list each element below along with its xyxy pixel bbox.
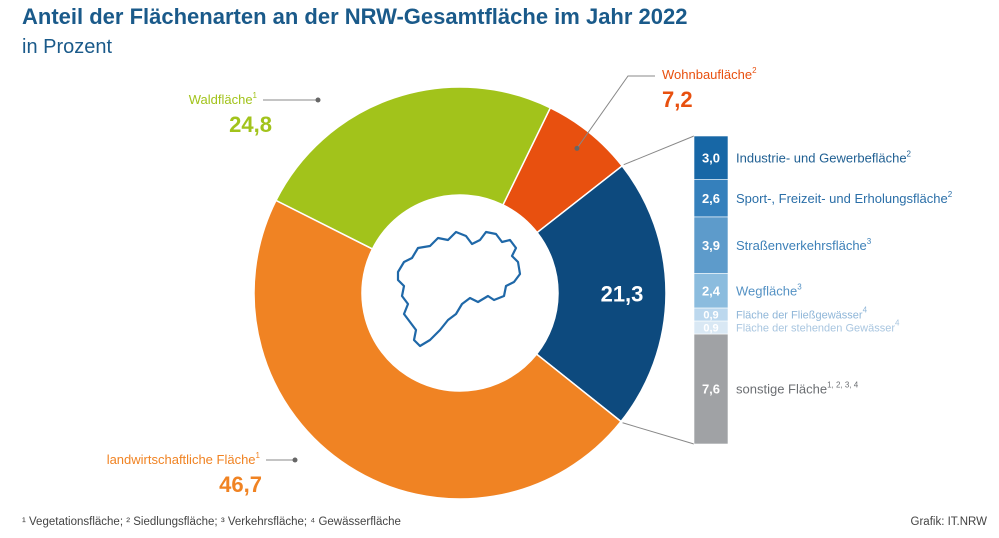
leader-dot-wohnbauflaeche (574, 145, 580, 151)
label-waldflaeche: Waldfläche1 (189, 91, 258, 107)
nrw-map-outline (396, 230, 522, 348)
value-blue-slice: 21,3 (601, 282, 644, 307)
leader-dot-waldflaeche (315, 97, 321, 103)
breakdown-value-1: 2,6 (702, 191, 720, 206)
value-landwirtschaft: 46,7 (219, 472, 262, 497)
breakdown-label-5: Fläche der stehenden Gewässer4 (736, 319, 900, 335)
chart-subtitle: in Prozent (22, 36, 113, 58)
breakdown-segment-2 (693, 216, 729, 274)
breakdown-segment-1 (693, 179, 729, 218)
breakdown-label-2: Straßenverkehrsfläche3 (736, 237, 872, 253)
footnote: ¹ Vegetationsfläche; ² Siedlungsfläche; … (22, 516, 401, 528)
slice-labels: Wohnbaufläche2 7,2 21,3 Waldfläche1 24,8 land… (107, 66, 757, 497)
breakdown-label-0: Industrie- und Gewerbefläche2 (736, 149, 912, 165)
leader-dot-landwirtschaft (292, 457, 298, 463)
breakdown-bar: 3,0 Industrie- und Gewerbefläche2 2,6 Sport… (693, 135, 953, 445)
breakdown-label-3: Wegfläche3 (736, 282, 802, 298)
leader-wohnbauflaeche (576, 75, 655, 149)
value-waldflaeche: 24,8 (229, 112, 272, 137)
value-wohnbauflaeche: 7,2 (662, 87, 693, 112)
slice-2 (253, 199, 623, 500)
breakdown-segment-6 (693, 333, 729, 445)
leader-lines (263, 75, 695, 463)
label-wohnbauflaeche: Wohnbaufläche2 (662, 66, 757, 82)
breakdown-value-0: 3,0 (702, 150, 720, 165)
breakdown-label-1: Sport-, Freizeit- und Erholungsfläche2 (736, 190, 953, 206)
breakdown-value-4: 0,9 (703, 310, 718, 322)
breakdown-segment-3 (693, 273, 729, 309)
label-landwirtschaft: landwirtschaftliche Fläche1 (107, 451, 261, 467)
breakdown-value-6: 7,6 (702, 382, 720, 397)
breakdown-value-3: 2,4 (702, 283, 721, 298)
breakdown-value-2: 3,9 (702, 238, 720, 253)
donut-slices (253, 86, 667, 500)
slice-3 (274, 86, 552, 250)
breakdown-value-5: 0,9 (703, 323, 718, 335)
breakdown-label-4: Fläche der Fließgewässer4 (736, 306, 868, 322)
slice-1 (535, 164, 667, 423)
connector-top (623, 135, 695, 166)
breakdown-label-6: sonstige Fläche1, 2, 3, 4 (736, 381, 859, 397)
source-credit: Grafik: IT.NRW (910, 516, 987, 528)
connector-bottom (622, 422, 695, 445)
chart-title: Anteil der Flächenarten an der NRW-Gesam… (22, 4, 688, 29)
